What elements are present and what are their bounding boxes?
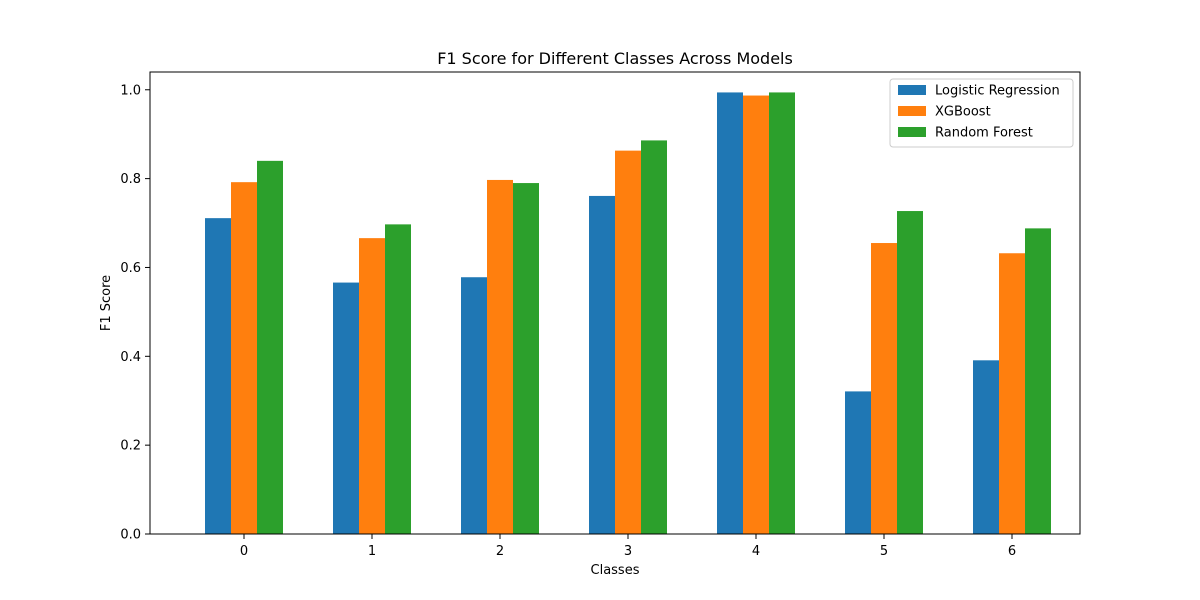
bar-xgboost-class-0	[231, 182, 257, 535]
y-tick-label: 0.0	[120, 528, 141, 543]
bar-random-forest-class-6	[1025, 228, 1051, 534]
x-tick-label: 5	[880, 544, 888, 559]
x-tick-label: 0	[240, 544, 248, 559]
bar-xgboost-class-3	[615, 150, 641, 534]
bar-logistic-regression-class-5	[845, 391, 871, 534]
legend-box	[889, 78, 1074, 148]
x-tick-label: 2	[496, 544, 504, 559]
bar-random-forest-class-4	[769, 92, 795, 535]
y-axis-label: F1 Score	[99, 275, 114, 331]
bar-xgboost-class-2	[487, 179, 513, 534]
legend-label: XGBoost	[935, 105, 991, 120]
y-tick-label: 0.4	[120, 350, 141, 365]
legend-label: Logistic Regression	[935, 84, 1060, 99]
x-axis-ticks: 0 1 2 3 4 5 6	[240, 534, 1016, 559]
bar-random-forest-class-1	[385, 224, 411, 534]
bar-xgboost-class-6	[999, 253, 1025, 534]
bar-random-forest-class-0	[257, 160, 283, 534]
plot-frame	[149, 71, 1081, 535]
legend-label: Random Forest	[935, 126, 1033, 141]
bar-xgboost-class-4	[743, 95, 769, 534]
bar-logistic-regression-class-6	[973, 360, 999, 534]
x-axis-label: Classes	[591, 563, 640, 578]
x-tick-label: 6	[1008, 544, 1016, 559]
y-axis-ticks: 0.0 0.2 0.4 0.6 0.8 1.0	[120, 83, 150, 543]
bar-xgboost-class-1	[359, 238, 385, 534]
bars-group	[205, 92, 1051, 535]
legend: Logistic Regression XGBoost Random Forest	[889, 78, 1074, 148]
bar-logistic-regression-class-3	[589, 195, 615, 534]
x-tick-label: 1	[368, 544, 376, 559]
bar-random-forest-class-5	[897, 211, 923, 535]
y-tick-label: 0.8	[120, 172, 141, 187]
bar-logistic-regression-class-4	[717, 92, 743, 535]
y-tick-label: 0.2	[120, 439, 141, 454]
x-tick-label: 3	[624, 544, 632, 559]
bar-xgboost-class-5	[871, 243, 897, 534]
y-tick-label: 1.0	[120, 83, 141, 98]
bar-random-forest-class-2	[513, 183, 539, 534]
bar-random-forest-class-3	[641, 140, 667, 534]
bar-logistic-regression-class-0	[205, 218, 231, 534]
legend-swatch	[898, 127, 926, 137]
bar-logistic-regression-class-2	[461, 277, 487, 534]
bar-logistic-regression-class-1	[333, 282, 359, 534]
chart-title: F1 Score for Different Classes Across Mo…	[437, 49, 793, 68]
x-tick-label: 4	[752, 544, 760, 559]
legend-swatch	[898, 106, 926, 116]
legend-swatch	[898, 85, 926, 95]
y-tick-label: 0.6	[120, 261, 141, 276]
